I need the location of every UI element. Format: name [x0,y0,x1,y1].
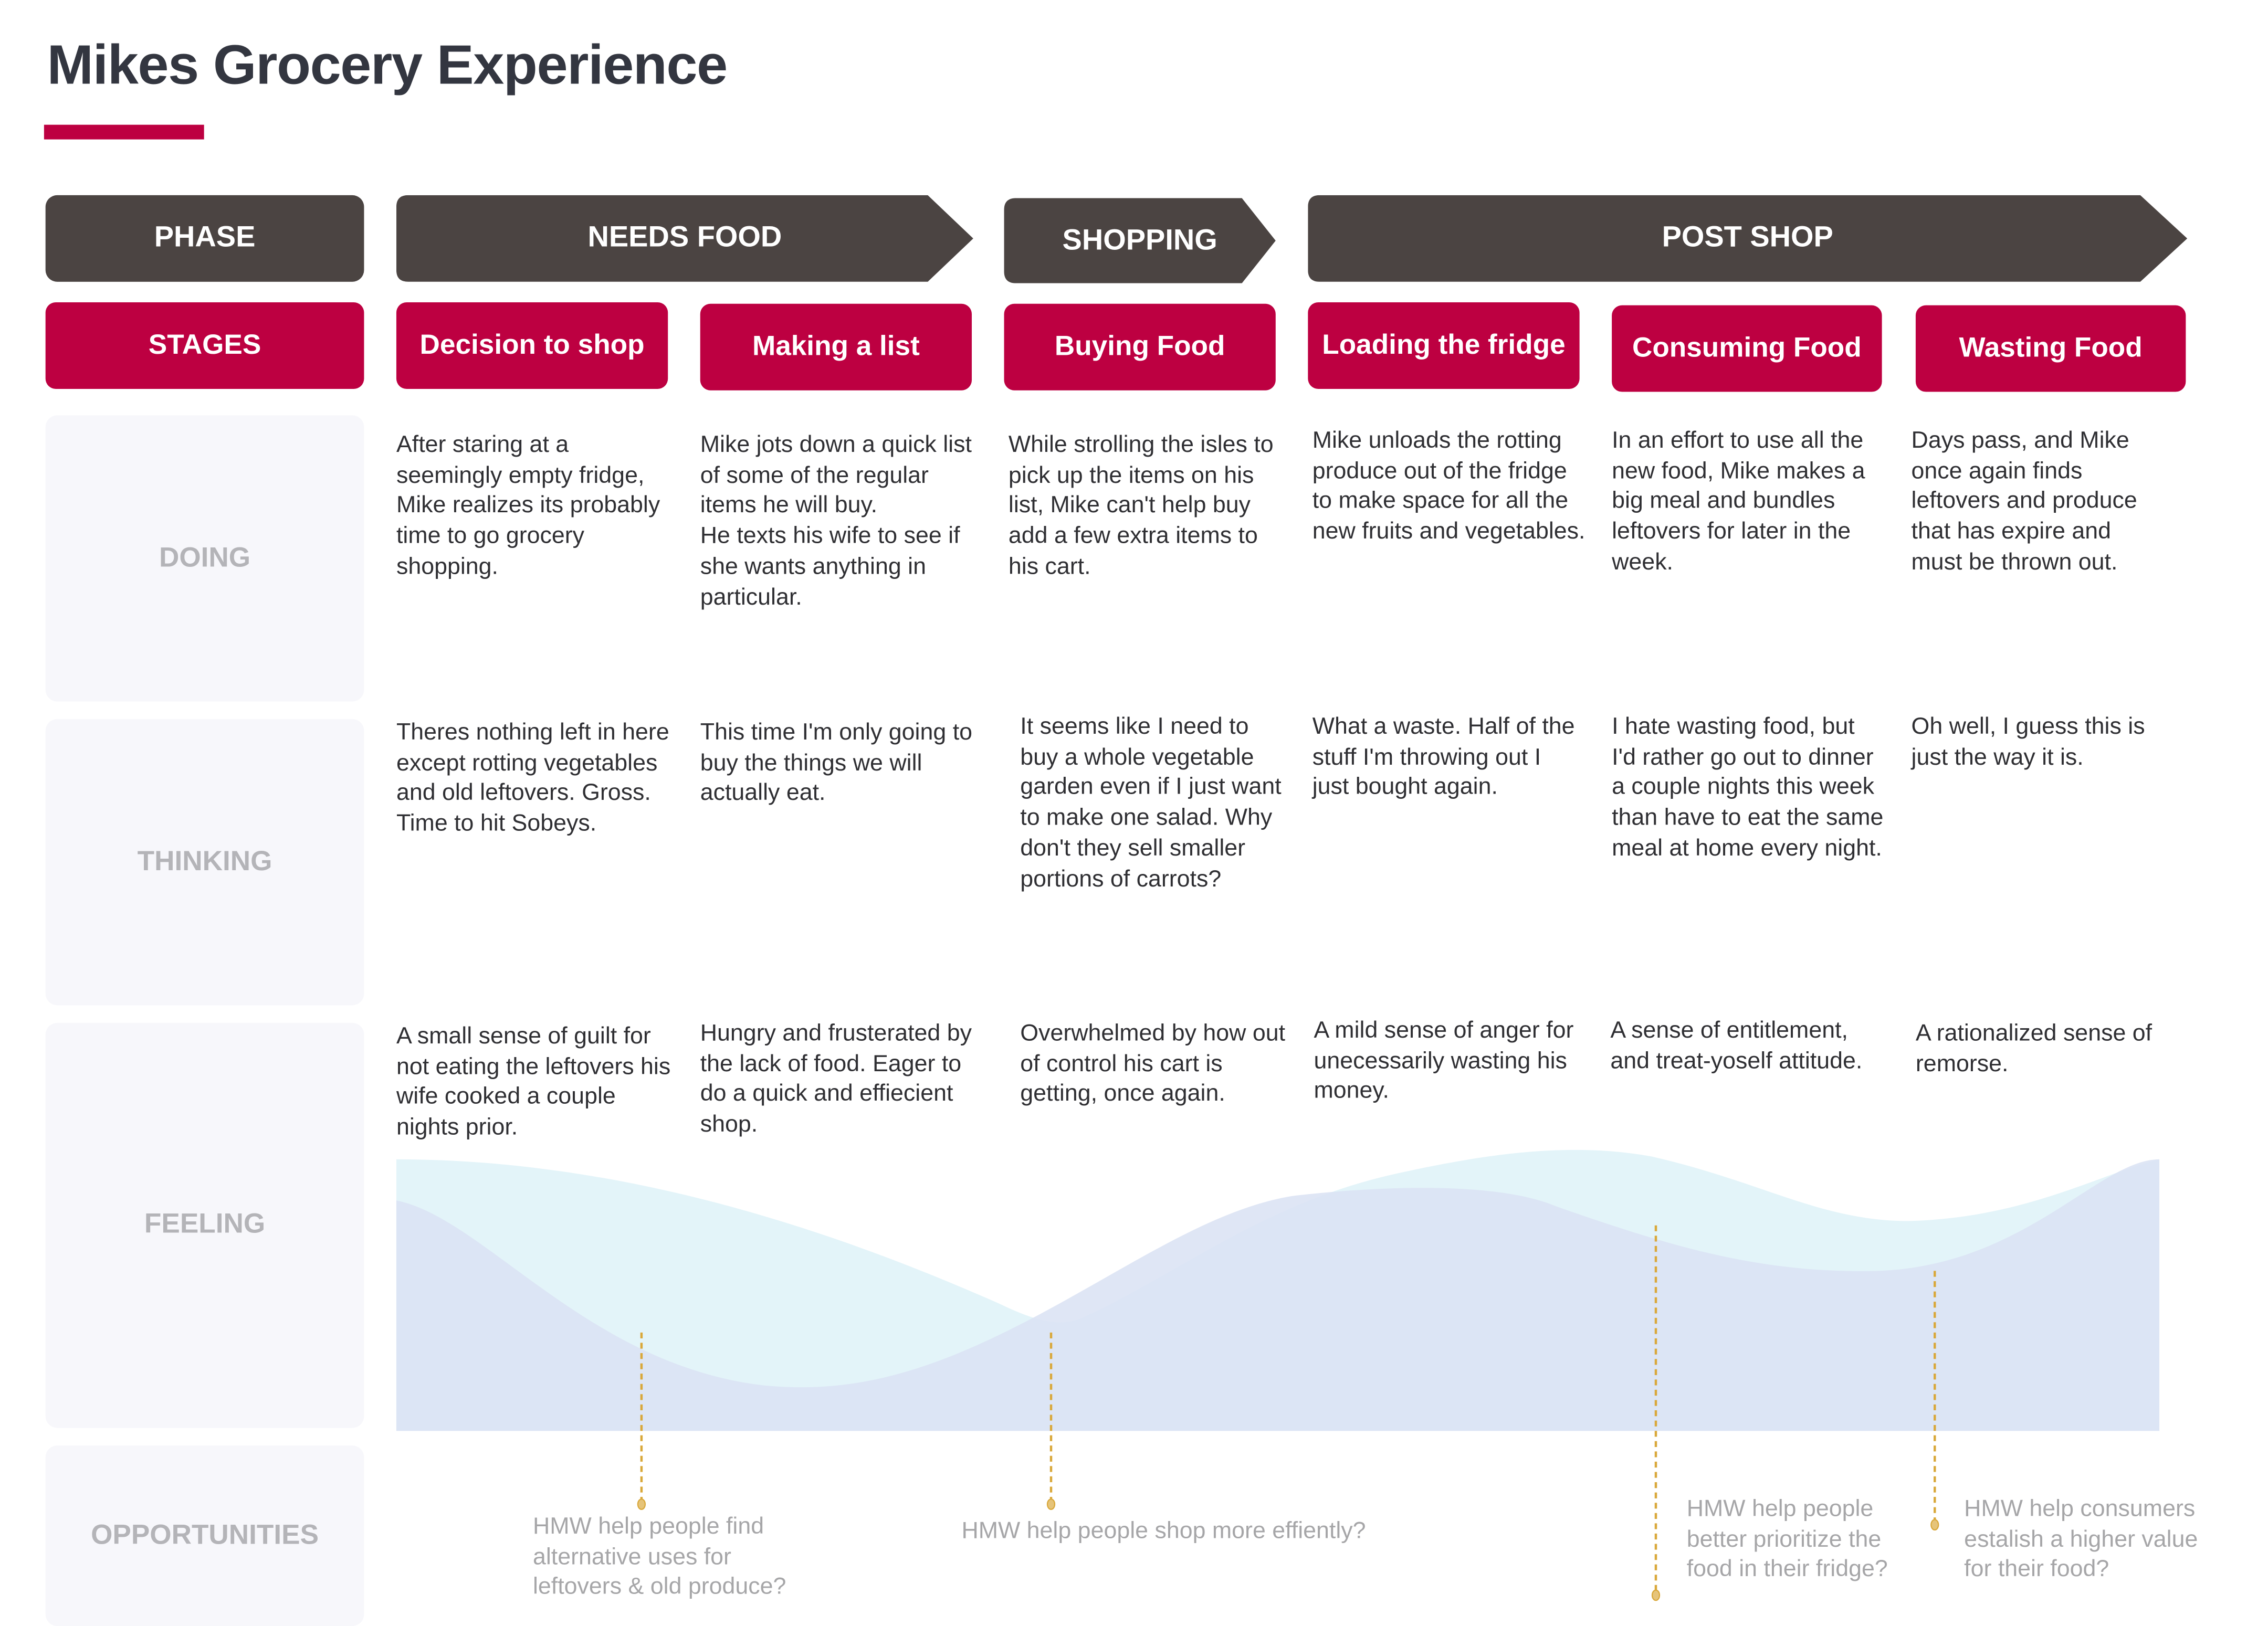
stage-decision-to-shop: Decision to shop [396,302,668,389]
opportunity-text: HMW help consumers estalish a higher val… [1964,1497,2198,1583]
thinking-cell: What a waste. Half of the stuff I'm thro… [1312,714,1575,801]
phase-label: POST SHOP [1662,221,1833,254]
doing-cell: In an effort to use all the new food, Mi… [1612,428,1865,575]
phase-label: NEEDS FOOD [587,221,782,254]
row-label-thinking: THINKING [45,719,364,1006]
phase-needs-food: NEEDS FOOD [396,195,973,282]
stage-loading-the-fridge: Loading the fridge [1308,302,1580,389]
doing-cell: Days pass, and Mike once again finds lef… [1911,428,2137,575]
doing-cell: Mike unloads the rotting produce out of … [1312,428,1586,545]
row-label-opportunities: OPPORTUNITIES [45,1445,364,1626]
stage-consuming-food: Consuming Food [1612,305,1882,392]
thinking-cell: It seems like I need to buy a whole vege… [1020,714,1282,892]
thinking-cell: I hate wasting food, but I'd rather go o… [1612,714,1884,861]
marker-dot [1046,1498,1056,1510]
feeling-cell: Hungry and frusterated by the lack of fo… [700,1021,972,1138]
marker-dot [637,1498,646,1510]
title-underline [44,124,204,140]
phase-shopping: SHOPPING [1004,198,1276,283]
phase-label: SHOPPING [1062,224,1217,256]
feeling-cell: Overwhelmed by how out of control his ca… [1020,1021,1286,1107]
stage-buying-food: Buying Food [1004,303,1276,390]
opportunity-text: HMW help people shop more effiently? [961,1518,1366,1544]
opportunity-text: HMW help people find alternative uses fo… [532,1514,786,1600]
page-title: Mikes Grocery Experience [47,35,728,97]
feeling-cell: A sense of entitlement, and treat-yoself… [1610,1018,1863,1074]
feeling-cell: A small sense of guilt for not eating th… [396,1024,671,1141]
doing-cell: After staring at a seemingly empty fridg… [396,432,660,579]
thinking-cell: This time I'm only going to buy the thin… [700,720,973,807]
feeling-cell: A mild sense of anger for unecessarily w… [1314,1018,1574,1104]
phase-header: PHASE [45,195,364,282]
row-label-feeling: FEELING [45,1022,364,1428]
feeling-cell: A rationalized sense of remorse. [1915,1021,2152,1077]
row-label-doing: DOING [45,415,364,702]
phase-post-shop: POST SHOP [1308,195,2188,282]
stages-header: STAGES [45,302,364,389]
stage-making-a-list: Making a list [700,303,972,390]
doing-cell: Mike jots down a quick list of some of t… [700,432,972,610]
marker-dot [1651,1589,1661,1601]
curve-area-blue [396,1159,2160,1431]
stage-wasting-food: Wasting Food [1915,305,2186,392]
marker-dot [1930,1519,1939,1531]
doing-cell: While strolling the isles to pick up the… [1008,432,1274,579]
opportunity-text: HMW help people better prioritize the fo… [1686,1497,1888,1583]
thinking-cell: Theres nothing left in here except rotti… [396,720,669,837]
thinking-cell: Oh well, I guess this is just the way it… [1911,714,2145,770]
